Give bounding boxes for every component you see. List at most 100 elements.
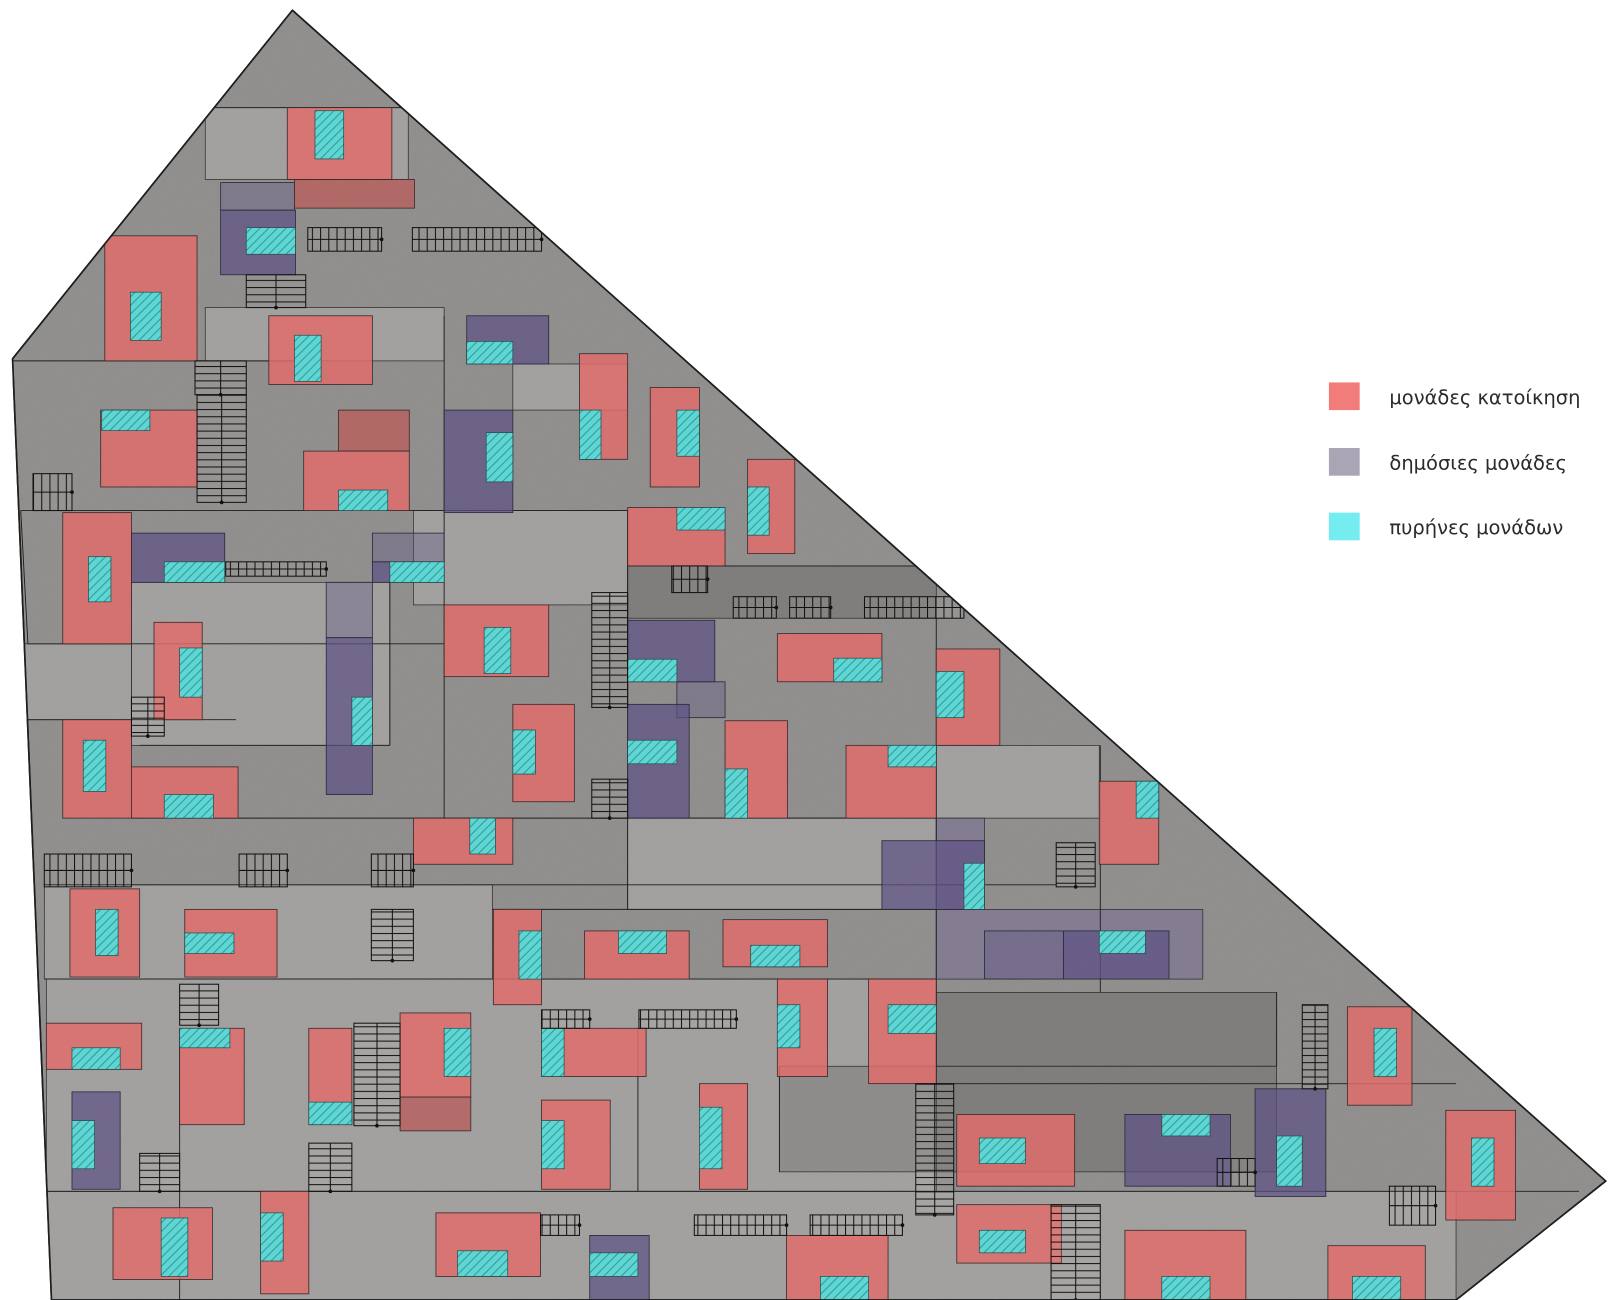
stair-arrow-dot-5 bbox=[219, 500, 224, 505]
residential-unit-core-30 bbox=[443, 1027, 472, 1077]
stair-24 bbox=[1301, 1004, 1329, 1091]
stairs-layer bbox=[32, 227, 1438, 1300]
stair-22 bbox=[541, 1009, 592, 1029]
stair-arrow-dot-20 bbox=[197, 1023, 201, 1028]
public-unit-annex-3 bbox=[371, 532, 445, 563]
public-unit-core-10 bbox=[1098, 930, 1146, 954]
stair-arrow-dot-22 bbox=[587, 1017, 592, 1021]
stair-11 bbox=[789, 596, 833, 619]
residential-unit-core-39 bbox=[160, 1217, 189, 1277]
stair-9 bbox=[671, 565, 710, 594]
stair-arrow-dot-10 bbox=[774, 605, 779, 610]
stair-arrow-dot-19 bbox=[390, 958, 395, 963]
stair-arrow-dot-24 bbox=[1313, 1086, 1317, 1091]
partition-line-14 bbox=[20, 510, 29, 644]
residential-unit-core-6 bbox=[579, 409, 602, 460]
stair-3 bbox=[245, 274, 307, 310]
stair-30 bbox=[540, 1214, 582, 1236]
residential-unit-43 bbox=[956, 1204, 1062, 1264]
light-zone-2 bbox=[413, 510, 629, 606]
public-unit-core-3 bbox=[485, 432, 514, 483]
residential-unit-core-5 bbox=[338, 489, 389, 511]
residential-unit-core-10 bbox=[88, 556, 112, 603]
residential-unit-core-36 bbox=[699, 1106, 723, 1170]
stair-12 bbox=[863, 596, 966, 619]
stair-29 bbox=[1388, 1185, 1438, 1226]
residential-unit-core-9 bbox=[676, 507, 726, 531]
stair-13 bbox=[130, 696, 165, 738]
stair-14 bbox=[43, 853, 134, 888]
residential-unit-annex-2 bbox=[338, 409, 410, 452]
stair-arrow-dot-31 bbox=[784, 1223, 789, 1228]
stair-arrow-dot-17 bbox=[607, 816, 612, 820]
public-unit-annex-2 bbox=[325, 581, 373, 639]
stair-2 bbox=[411, 227, 544, 252]
residential-unit-core-7 bbox=[676, 409, 700, 457]
stair-arrow-dot-25 bbox=[328, 1189, 333, 1194]
stair-arrow-dot-8 bbox=[607, 705, 612, 710]
stair-arrow-dot-21 bbox=[375, 1123, 379, 1128]
public-unit-core-5 bbox=[389, 561, 445, 583]
residential-unit-core-15 bbox=[512, 729, 536, 775]
stair-16 bbox=[370, 853, 416, 888]
residential-unit-core-18 bbox=[82, 739, 107, 792]
legend-item-public: δημόσιες μονάδες bbox=[1328, 448, 1567, 476]
legend-label-cores: πυρήνες μονάδων bbox=[1389, 516, 1563, 539]
stair-15 bbox=[238, 853, 290, 888]
residential-unit-core-20 bbox=[1135, 780, 1160, 819]
residential-unit-core-41 bbox=[457, 1250, 509, 1277]
residential-unit-core-2 bbox=[130, 291, 162, 341]
residential-unit-core-40 bbox=[260, 1212, 284, 1262]
stair-arrow-dot-16 bbox=[411, 868, 416, 873]
legend-label-residential: μονάδες κατοίκηση bbox=[1389, 386, 1580, 409]
residential-unit-core-3 bbox=[294, 334, 322, 382]
residential-unit-core-22 bbox=[95, 909, 119, 956]
public-unit-core-1 bbox=[245, 227, 296, 255]
dark-zone-12 bbox=[935, 992, 1277, 1067]
stair-31 bbox=[693, 1214, 789, 1236]
light-zone-10 bbox=[935, 744, 1100, 819]
residential-unit-core-35 bbox=[541, 1120, 565, 1170]
residential-unit-core-32 bbox=[776, 1004, 801, 1049]
public-unit-annex-5 bbox=[984, 930, 1064, 980]
stair-6 bbox=[32, 473, 74, 512]
residential-unit-core-28 bbox=[179, 1027, 231, 1049]
residential-unit-core-44 bbox=[1161, 1276, 1211, 1300]
legend-item-cores: πυρήνες μονάδων bbox=[1328, 512, 1563, 541]
residential-unit-core-8 bbox=[747, 486, 770, 536]
stair-21 bbox=[353, 1022, 401, 1128]
stair-7 bbox=[225, 561, 329, 577]
light-zone-6 bbox=[20, 643, 132, 721]
public-unit-core-2 bbox=[466, 341, 514, 365]
residential-unit-core-25 bbox=[618, 930, 667, 954]
stair-arrow-dot-9 bbox=[705, 577, 710, 582]
public-unit-annex-1 bbox=[220, 182, 295, 211]
residential-unit-core-19 bbox=[163, 794, 214, 819]
stair-arrow-dot-32 bbox=[900, 1223, 905, 1228]
stair-23 bbox=[638, 1009, 739, 1029]
stair-arrow-dot-15 bbox=[285, 868, 290, 873]
stair-1 bbox=[307, 227, 384, 252]
public-unit-core-7 bbox=[627, 658, 678, 683]
stair-26 bbox=[139, 1152, 181, 1194]
legend-item-residential: μονάδες κατοίκηση bbox=[1328, 382, 1580, 411]
stair-28 bbox=[1216, 1158, 1257, 1187]
residential-unit-annex-3 bbox=[399, 1096, 472, 1132]
residential-unit-core-14 bbox=[935, 671, 965, 719]
legend-swatch-cores bbox=[1328, 512, 1360, 541]
residential-unit-core-23 bbox=[184, 932, 235, 954]
stair-arrow-dot-26 bbox=[157, 1189, 162, 1194]
stair-arrow-dot-30 bbox=[577, 1223, 582, 1228]
residential-unit-7 bbox=[649, 387, 700, 488]
public-unit-core-11 bbox=[71, 1120, 95, 1170]
stair-arrow-dot-18 bbox=[1073, 884, 1078, 889]
residential-unit-core-24 bbox=[518, 930, 542, 980]
legend-swatch-residential bbox=[1328, 382, 1360, 411]
stair-8 bbox=[591, 592, 629, 710]
residential-unit-core-33 bbox=[887, 1004, 937, 1034]
residential-unit-21 bbox=[412, 817, 514, 865]
legend-label-public: δημόσιες μονάδες bbox=[1389, 452, 1566, 475]
legend: μονάδες κατοίκηση δημόσιες μονάδες πυρήν… bbox=[1328, 382, 1580, 541]
residential-unit-core-29 bbox=[308, 1101, 353, 1126]
